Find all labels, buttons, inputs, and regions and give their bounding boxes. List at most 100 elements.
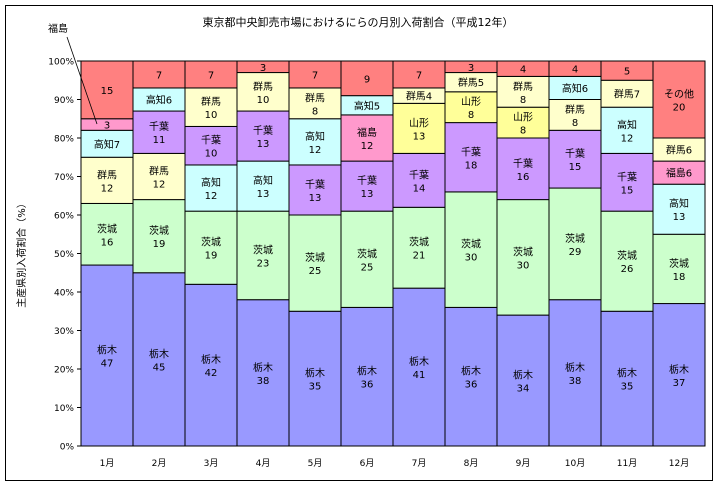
- segment-value: 7: [416, 70, 422, 81]
- bar-segment: [184, 125, 238, 166]
- segment-label: 群馬: [305, 91, 325, 104]
- segment-label: 群馬: [97, 168, 117, 181]
- y-tick-label: 10%: [54, 404, 74, 414]
- segment-value: 13: [673, 212, 686, 223]
- bar-segment: [444, 122, 498, 193]
- segment-value: 42: [205, 368, 218, 379]
- segment-value: 3: [260, 63, 266, 74]
- segment-value: 13: [309, 193, 322, 204]
- segment-label: 茨城: [149, 224, 169, 237]
- segment-label: 栃木: [461, 365, 481, 378]
- segment-value: 25: [309, 266, 322, 277]
- bar-segment: [496, 75, 550, 108]
- segment-value: 5: [624, 67, 630, 78]
- segment-label: 高知5: [354, 99, 380, 112]
- segment-label: 栃木: [513, 369, 533, 382]
- bar-segment: [236, 299, 290, 447]
- segment-label: 栃木: [149, 347, 169, 360]
- y-tick-label: 30%: [54, 327, 74, 337]
- bar-segment: [340, 210, 394, 308]
- segment-label: 千葉: [513, 157, 533, 170]
- x-tick-label: 12月: [669, 458, 689, 469]
- y-tick-label: 100%: [48, 58, 74, 68]
- y-axis-title: 主産県別入荷割合（%）: [15, 198, 28, 308]
- segment-value: 10: [205, 149, 218, 160]
- x-tick-label: 11月: [617, 458, 637, 469]
- bar-segment: [600, 152, 654, 212]
- segment-value: 7: [312, 70, 318, 81]
- segment-value: 30: [517, 260, 530, 271]
- chart-title: 東京都中央卸売市場におけるにらの月別入荷割合（平成12年）: [203, 15, 514, 29]
- plot-area: 0%10%20%30%40%50%60%70%80%90%100%栃木47茨城1…: [48, 58, 706, 469]
- segment-label: 茨城: [461, 238, 481, 251]
- segment-value: 12: [361, 141, 374, 152]
- segment-label: 高知: [617, 118, 637, 131]
- segment-label: 栃木: [253, 361, 273, 374]
- segment-label: 高知: [669, 197, 689, 210]
- bar-segment: [392, 206, 446, 289]
- segment-value: 9: [364, 74, 370, 85]
- segment-label: 栃木: [565, 361, 585, 374]
- bar-segment: [600, 106, 654, 154]
- segment-value: 12: [309, 145, 322, 156]
- bar-segment: [600, 79, 654, 108]
- segment-label: 福島6: [666, 167, 692, 180]
- bar-segment: [340, 160, 394, 212]
- segment-value: 21: [413, 251, 426, 262]
- x-tick-label: 9月: [516, 458, 531, 469]
- segment-value: 15: [621, 185, 634, 196]
- segment-label: 群馬4: [406, 90, 432, 103]
- segment-value: 38: [569, 376, 582, 387]
- bar-segment: [236, 110, 290, 162]
- x-tick-label: 7月: [412, 458, 427, 469]
- segment-label: 茨城: [669, 257, 689, 270]
- segment-label: 茨城: [513, 245, 533, 258]
- segment-value: 14: [413, 183, 426, 194]
- segment-label: 千葉: [357, 174, 377, 187]
- bar-segment: [236, 210, 290, 301]
- segment-label: 群馬: [565, 103, 585, 116]
- bar-segment: [652, 60, 706, 139]
- segment-label: 高知: [201, 176, 221, 189]
- segment-value: 34: [517, 384, 530, 395]
- segment-label: 群馬: [513, 80, 533, 93]
- segment-label: 高知: [305, 130, 325, 143]
- bar-segment: [132, 152, 186, 201]
- segment-value: 8: [572, 118, 578, 129]
- segment-value: 7: [208, 70, 214, 81]
- segment-label: 栃木: [97, 344, 117, 357]
- segment-label: 群馬7: [614, 88, 640, 101]
- bar-segment: [132, 110, 186, 154]
- bar-segment: [132, 272, 186, 447]
- bar-segment: [184, 283, 238, 447]
- segment-label: 栃木: [357, 365, 377, 378]
- segment-value: 13: [257, 189, 270, 200]
- bar-segment: [288, 310, 342, 447]
- segment-value: 13: [413, 131, 426, 142]
- bar-segment: [600, 310, 654, 447]
- segment-label: 茨城: [617, 249, 637, 262]
- x-tick-label: 3月: [204, 458, 219, 469]
- segment-label: 山形: [513, 112, 533, 124]
- bar-segment: [288, 164, 342, 216]
- y-tick-label: 0%: [60, 443, 75, 453]
- segment-label: 山形: [461, 96, 481, 108]
- x-tick-label: 8月: [464, 458, 479, 469]
- bar-segment: [652, 233, 706, 305]
- segment-value: 12: [153, 180, 166, 191]
- bar-segment: [340, 60, 394, 97]
- segment-value: 19: [205, 251, 218, 262]
- segment-value: 16: [517, 172, 530, 183]
- y-tick-label: 50%: [54, 250, 74, 260]
- segment-value: 15: [101, 86, 114, 97]
- segment-label: 茨城: [357, 247, 377, 260]
- segment-label: 栃木: [409, 355, 429, 368]
- bar-segment: [444, 306, 498, 447]
- segment-label: 高知6: [562, 82, 588, 95]
- segment-value: 8: [312, 106, 318, 117]
- segment-value: 11: [153, 135, 166, 146]
- segment-label: 群馬: [201, 95, 221, 108]
- x-tick-label: 4月: [256, 458, 271, 469]
- segment-label: 高知7: [94, 138, 120, 151]
- bar-segment: [392, 60, 446, 89]
